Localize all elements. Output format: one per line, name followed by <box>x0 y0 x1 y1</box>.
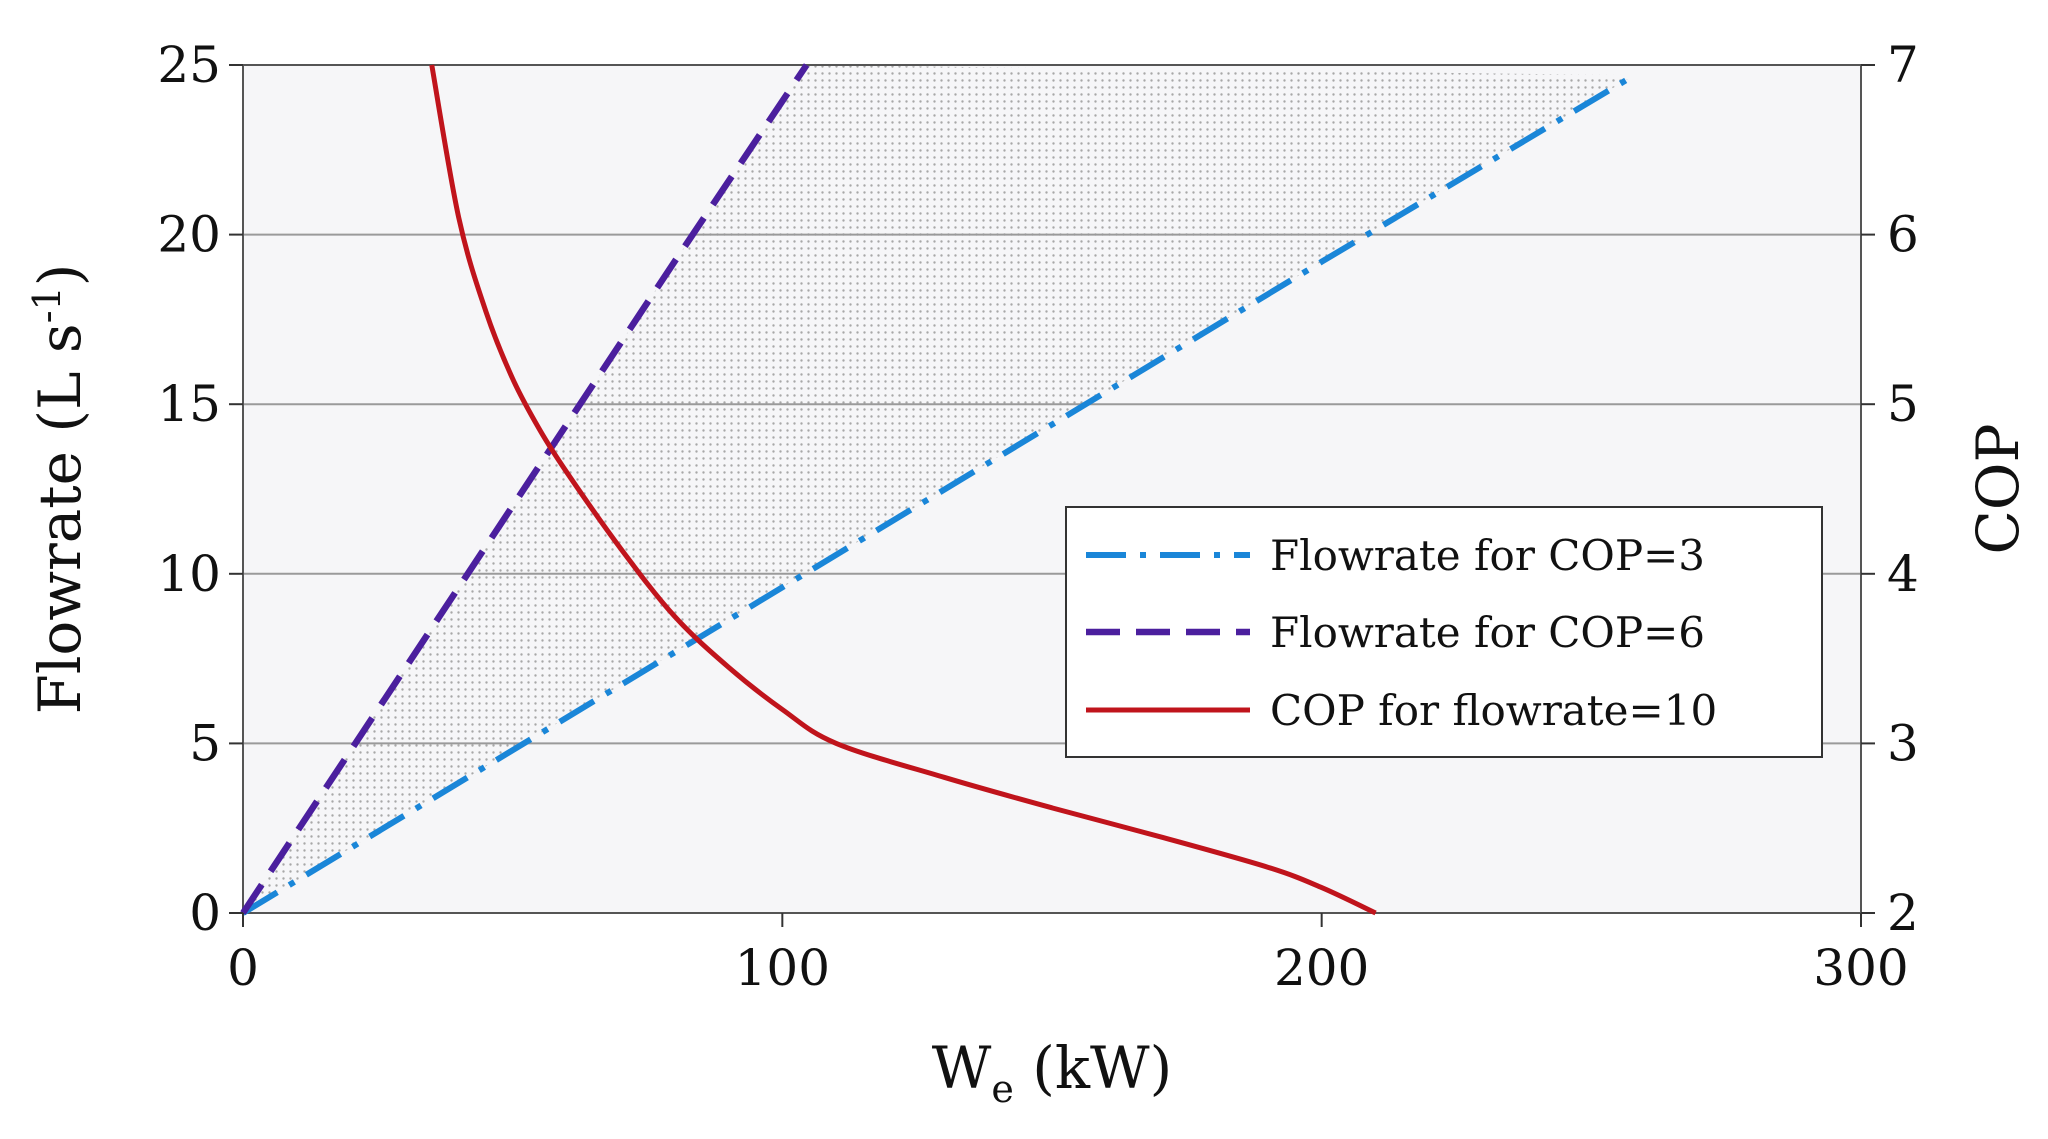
y-left-tick-label-20: 20 <box>157 206 221 264</box>
y-right-tick-label-7: 7 <box>1887 36 1919 94</box>
plot-frame <box>242 64 1862 914</box>
legend-label-2: Flowrate for COP=6 <box>1270 608 1705 657</box>
y-right-tick-label-4: 4 <box>1887 545 1919 603</box>
y-left-tick-label-10: 10 <box>157 545 221 603</box>
y-right-tick-label-5: 5 <box>1887 375 1919 433</box>
y-left-tick-label-0: 0 <box>189 884 221 942</box>
y-axis-left-title-close: ) <box>26 264 94 287</box>
y-right-tick-label-3: 3 <box>1887 714 1919 772</box>
y-right-tick-label-2: 2 <box>1887 884 1919 942</box>
series-layer <box>240 63 1637 916</box>
legend-label-3: COP for flowrate=10 <box>1270 686 1717 735</box>
x-tick-label-0: 0 <box>227 939 259 997</box>
y-left-tick-label-25: 25 <box>157 36 221 94</box>
x-tick-label-100: 100 <box>735 939 830 997</box>
series-line-2 <box>240 63 810 915</box>
series-line-3 <box>429 64 1377 916</box>
x-axis-title-units: (kW) <box>1014 1034 1172 1102</box>
y-right-tick-label-6: 6 <box>1887 206 1919 264</box>
axis-ticks: 0 100 200 300 0 5 10 15 20 25 2 3 4 5 6 7 <box>157 36 1918 997</box>
x-axis-title: We (kW) <box>932 1034 1173 1111</box>
y-axis-left-title-superscript: -1 <box>25 286 69 323</box>
legend-label-1: Flowrate for COP=3 <box>1270 531 1705 580</box>
x-tick-label-300: 300 <box>1813 939 1908 997</box>
y-axis-right-title: COP <box>1964 424 2032 555</box>
legend: Flowrate for COP=3 Flowrate for COP=6 COP … <box>1065 506 1823 758</box>
x-tick-label-200: 200 <box>1274 939 1369 997</box>
y-axis-left-title: Flowrate (L s-1) <box>25 264 94 715</box>
y-left-tick-label-15: 15 <box>157 375 221 433</box>
y-left-tick-label-5: 5 <box>189 714 221 772</box>
x-axis-title-subscript: e <box>991 1067 1014 1111</box>
